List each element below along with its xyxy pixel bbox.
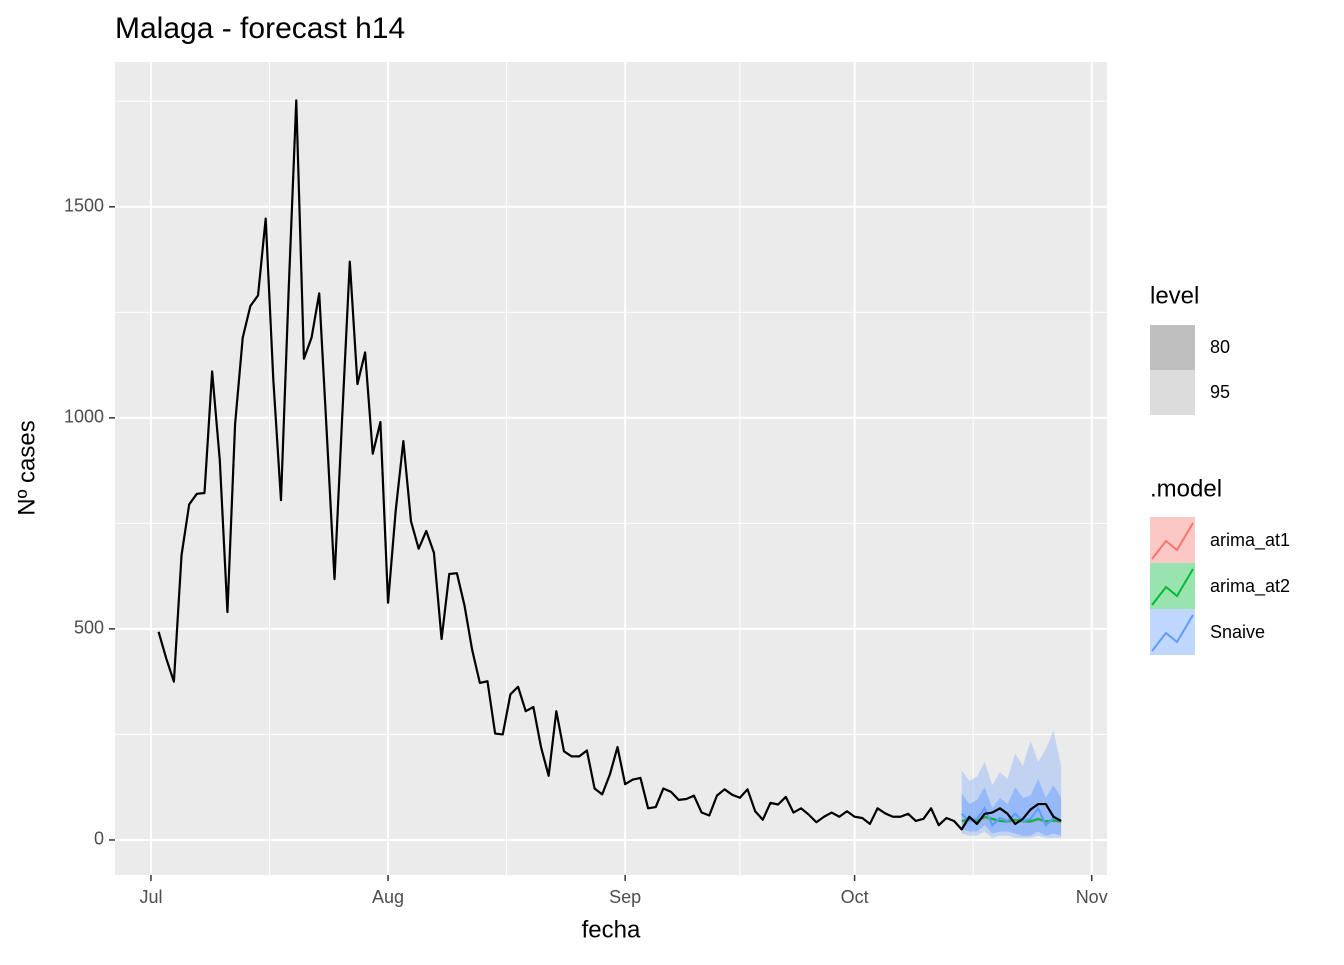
legend-label: 80 [1210, 337, 1230, 357]
legend-key [1150, 517, 1195, 563]
legend-key-line [1151, 568, 1194, 606]
legend-key-bg [1150, 517, 1195, 563]
legend-key [1150, 325, 1195, 370]
chart-title: Malaga - forecast h14 [115, 12, 405, 45]
y-tick-label: 500 [74, 618, 104, 638]
x-tick-label: Sep [609, 887, 641, 907]
legend-key [1150, 563, 1195, 609]
legend-label: Snaive [1210, 622, 1265, 642]
legend-key-bg [1150, 563, 1195, 609]
y-tick-label: 1500 [64, 196, 104, 216]
legend-key [1150, 609, 1195, 655]
legend-key [1150, 370, 1195, 415]
legend-label: arima_at1 [1210, 530, 1290, 551]
interval-80 [961, 778, 1062, 836]
legend-label: arima_at2 [1210, 576, 1290, 597]
actual-line [157, 99, 1062, 831]
y-axis-title: Nº cases [13, 420, 40, 515]
legend-key-line [1151, 522, 1194, 560]
x-tick-label: Nov [1076, 887, 1108, 907]
x-axis-title: fecha [582, 916, 641, 943]
panel [115, 62, 1107, 875]
x-tick-label: Oct [841, 887, 869, 907]
legend-key-line [1151, 614, 1194, 652]
y-tick-label: 0 [94, 829, 104, 849]
legend-title: level [1150, 282, 1199, 309]
legend-label: 95 [1210, 382, 1230, 402]
legend-title: .model [1150, 475, 1222, 502]
y-tick-label: 1000 [64, 407, 104, 427]
x-tick-label: Jul [139, 887, 162, 907]
x-tick-label: Aug [372, 887, 404, 907]
legend-key-bg [1150, 609, 1195, 655]
